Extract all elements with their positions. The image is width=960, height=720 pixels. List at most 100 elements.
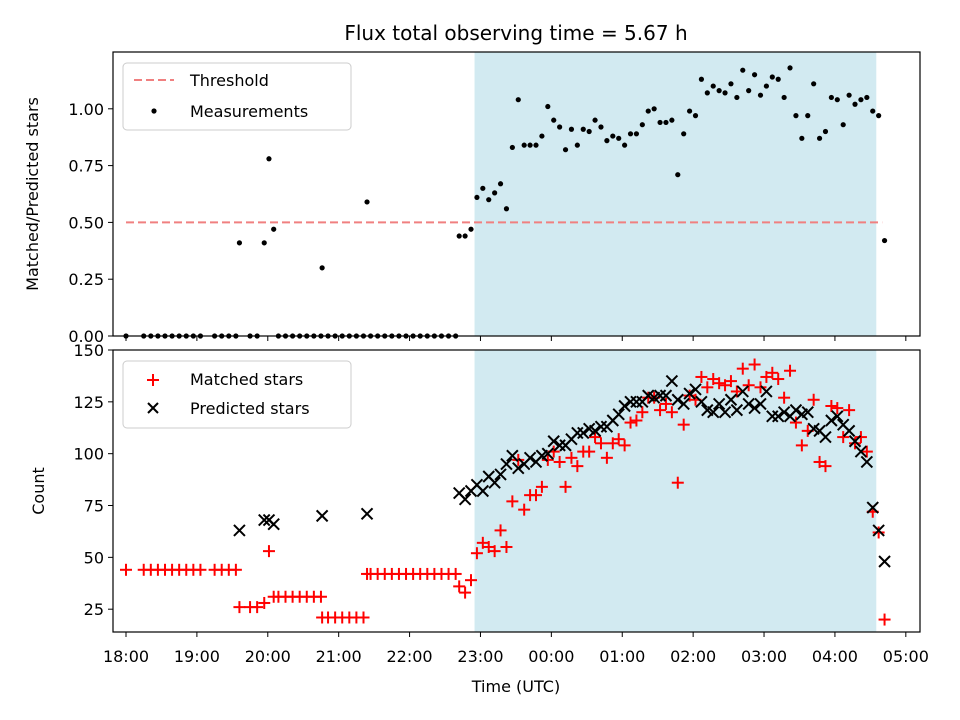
measurement-point (876, 113, 882, 119)
predicted-x-b (577, 426, 590, 440)
predicted-x-b (506, 449, 519, 462)
x-tick-label: 20:00 (245, 647, 291, 666)
predicted-star-point (315, 509, 329, 523)
measurement-point (261, 240, 267, 246)
top-observing-window (474, 52, 877, 336)
matched-star-point (784, 364, 797, 377)
matched-star-point (807, 393, 820, 406)
measurement-point (486, 197, 492, 203)
measurement-point (651, 106, 657, 112)
predicted-star-point (630, 395, 643, 409)
matched-star-point (553, 455, 566, 468)
measurement-point (492, 190, 498, 196)
matched-star-point (766, 366, 779, 379)
measurement-point (462, 233, 468, 239)
predicted-x-b (458, 493, 472, 506)
matched-star-point (713, 377, 726, 390)
predicted-x-b (488, 476, 501, 489)
y-tick-label: 75 (84, 497, 104, 516)
matched-star-point (849, 437, 862, 450)
matched-star-point (831, 402, 844, 415)
predicted-star-point (653, 389, 667, 402)
matched-star-markers (119, 358, 891, 626)
y-tick-label: 125 (73, 393, 104, 412)
bottom-y-ticks: 25 50 75 100 125 150 (73, 341, 113, 619)
matched-star-point (571, 460, 584, 473)
predicted-star-point (541, 447, 555, 460)
predicted-x-b (476, 484, 490, 498)
bottom-panel: 25 50 75 100 125 150 18:00 19:00 20:00 21:00 22:0… (29, 341, 929, 696)
matched-star-point (843, 404, 856, 417)
predicted-star-point (819, 430, 832, 444)
measurement-point (557, 124, 563, 130)
matched-star-point (748, 358, 761, 371)
predicted-star-point (866, 501, 879, 514)
measurement-point (580, 126, 586, 132)
matched-star-point (229, 563, 242, 576)
predicted-x-b (842, 424, 856, 438)
predicted-star-point (742, 397, 755, 411)
predicted-star-point (233, 524, 246, 537)
measurement-point (775, 76, 781, 82)
predicted-x-b (659, 389, 673, 402)
predicted-x-b (452, 486, 466, 500)
predicted-x-b (653, 389, 667, 402)
measurement-point (592, 117, 598, 123)
top-y-axis-label: Matched/Predicted stars (23, 97, 42, 291)
legend-measurements-label: Measurements (190, 102, 308, 121)
matched-star-point (624, 416, 637, 429)
predicted-x-b (819, 430, 832, 444)
predicted-star-point (878, 555, 891, 568)
measurement-point (533, 142, 539, 148)
predicted-x-b (612, 408, 625, 421)
matched-star-point (488, 545, 501, 558)
predicted-x-b (878, 555, 891, 568)
y-tick-label: 100 (73, 445, 104, 464)
predicted-x-b (760, 385, 773, 398)
matched-star-point (860, 445, 873, 458)
measurement-point (521, 142, 527, 148)
measurement-point (686, 108, 693, 114)
x-tick-label: 05:00 (883, 647, 929, 666)
predicted-star-point (777, 405, 791, 419)
predicted-x-b (494, 468, 507, 481)
measurement-point (710, 83, 716, 89)
matched-star-point (535, 480, 548, 493)
predicted-x-b (848, 435, 862, 448)
measurement-point (799, 135, 805, 141)
matched-star-point (665, 406, 678, 419)
matched-star-point (512, 453, 525, 466)
matched-star-point (630, 414, 643, 427)
x-tick-label: 23:00 (457, 647, 503, 666)
x-tick-label: 02:00 (670, 647, 716, 666)
measurement-point (610, 133, 616, 139)
matched-star-point (594, 437, 607, 450)
predicted-x-b (831, 410, 844, 423)
measurement-point (840, 122, 846, 128)
predicted-x-b (695, 395, 708, 409)
predicted-x-b (866, 501, 879, 514)
top-legend-box (122, 62, 352, 131)
predicted-star-point (488, 476, 501, 489)
predicted-star-point (754, 397, 767, 411)
predicted-x-b (547, 435, 560, 448)
measurement-point (639, 122, 645, 128)
predicted-x-b (618, 399, 631, 413)
predicted-x-b (689, 383, 702, 396)
measurement-point (468, 226, 474, 232)
measurement-point (509, 144, 515, 151)
matched-star-point (357, 611, 370, 624)
measurement-point (527, 142, 533, 148)
matched-star-point (119, 563, 132, 576)
measurement-point (266, 156, 272, 162)
matched-star-point (459, 586, 472, 599)
measurement-point (562, 147, 569, 153)
matched-star-point (872, 526, 885, 539)
measurement-point (704, 90, 710, 96)
legend-matched-label: Matched stars (190, 370, 303, 389)
predicted-star-point (724, 393, 738, 406)
x-tick-label: 00:00 (528, 647, 574, 666)
predicted-star-point (547, 435, 560, 448)
matched-star-point (506, 495, 519, 508)
matched-star-point (795, 439, 808, 452)
